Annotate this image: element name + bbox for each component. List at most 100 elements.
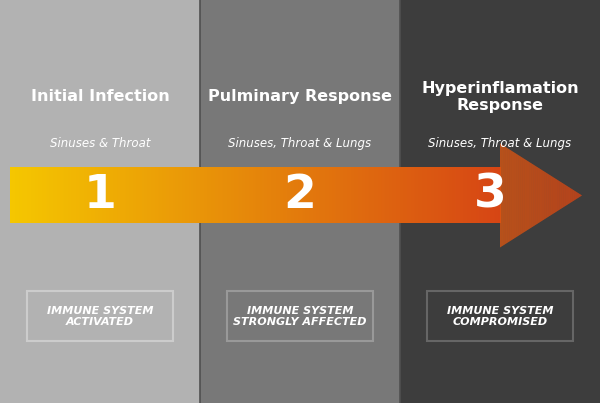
Bar — [139, 168, 140, 223]
Bar — [16, 168, 18, 223]
Bar — [28, 168, 30, 223]
Bar — [65, 168, 67, 223]
Bar — [118, 168, 119, 223]
Bar — [69, 168, 71, 223]
Bar — [121, 168, 123, 223]
Bar — [170, 168, 172, 223]
Bar — [71, 168, 73, 223]
Bar — [174, 168, 176, 223]
Polygon shape — [536, 166, 537, 224]
Bar — [334, 168, 335, 223]
Bar — [481, 168, 482, 223]
Bar — [314, 168, 316, 223]
Bar — [327, 168, 329, 223]
Bar — [116, 168, 118, 223]
Bar — [391, 168, 392, 223]
Bar — [229, 168, 231, 223]
Bar — [415, 168, 417, 223]
Bar — [247, 168, 248, 223]
Bar — [381, 168, 383, 223]
Bar — [404, 168, 406, 223]
Bar — [239, 168, 241, 223]
Polygon shape — [541, 169, 542, 222]
Bar — [173, 168, 175, 223]
Bar — [288, 168, 290, 223]
Bar — [412, 168, 413, 223]
Bar — [207, 168, 209, 223]
Bar — [286, 168, 287, 223]
Bar — [142, 168, 144, 223]
Polygon shape — [565, 185, 566, 206]
Bar — [353, 168, 355, 223]
Bar — [400, 168, 401, 223]
Bar — [467, 168, 469, 223]
Bar — [155, 168, 156, 223]
Bar — [431, 168, 433, 223]
Bar — [322, 168, 324, 223]
Bar — [113, 168, 115, 223]
Bar — [454, 168, 455, 223]
Bar — [440, 168, 442, 223]
Bar — [494, 168, 496, 223]
Bar — [33, 168, 35, 223]
Bar — [26, 168, 28, 223]
Polygon shape — [531, 163, 532, 228]
Bar — [323, 168, 325, 223]
Bar — [97, 168, 98, 223]
Bar — [277, 168, 279, 223]
Bar — [355, 168, 357, 223]
Bar — [344, 168, 346, 223]
Bar — [227, 291, 373, 341]
Bar — [182, 168, 183, 223]
Bar — [282, 168, 284, 223]
Bar — [423, 168, 425, 223]
Bar — [325, 168, 326, 223]
Polygon shape — [519, 156, 520, 235]
Text: 3: 3 — [473, 173, 506, 218]
Bar — [392, 168, 394, 223]
Bar — [88, 168, 90, 223]
Bar — [145, 168, 146, 223]
Bar — [21, 168, 23, 223]
Bar — [281, 168, 283, 223]
Polygon shape — [580, 194, 581, 197]
Polygon shape — [564, 184, 565, 207]
Bar — [15, 168, 17, 223]
Bar — [41, 168, 43, 223]
Bar — [335, 168, 337, 223]
Bar — [73, 168, 74, 223]
Bar — [382, 168, 384, 223]
Bar — [224, 168, 226, 223]
Bar — [196, 168, 198, 223]
Bar — [272, 168, 274, 223]
Polygon shape — [517, 154, 518, 237]
Bar — [223, 168, 225, 223]
Bar — [193, 168, 194, 223]
Bar — [410, 168, 412, 223]
Bar — [60, 168, 62, 223]
Bar — [284, 168, 286, 223]
Bar — [127, 168, 128, 223]
Bar — [249, 168, 251, 223]
Bar — [435, 168, 437, 223]
Bar — [137, 168, 139, 223]
Bar — [421, 168, 422, 223]
Bar — [374, 168, 376, 223]
Bar — [350, 168, 352, 223]
Bar — [187, 168, 188, 223]
Bar — [172, 168, 173, 223]
Bar — [68, 168, 70, 223]
Polygon shape — [573, 190, 574, 201]
Bar — [230, 168, 232, 223]
Bar — [255, 168, 257, 223]
Polygon shape — [544, 172, 545, 219]
Polygon shape — [562, 183, 563, 208]
Bar — [361, 168, 362, 223]
Bar — [175, 168, 177, 223]
Bar — [233, 168, 235, 223]
Bar — [336, 168, 338, 223]
Bar — [42, 168, 44, 223]
Bar — [443, 168, 445, 223]
Bar — [450, 168, 452, 223]
Bar — [375, 168, 377, 223]
